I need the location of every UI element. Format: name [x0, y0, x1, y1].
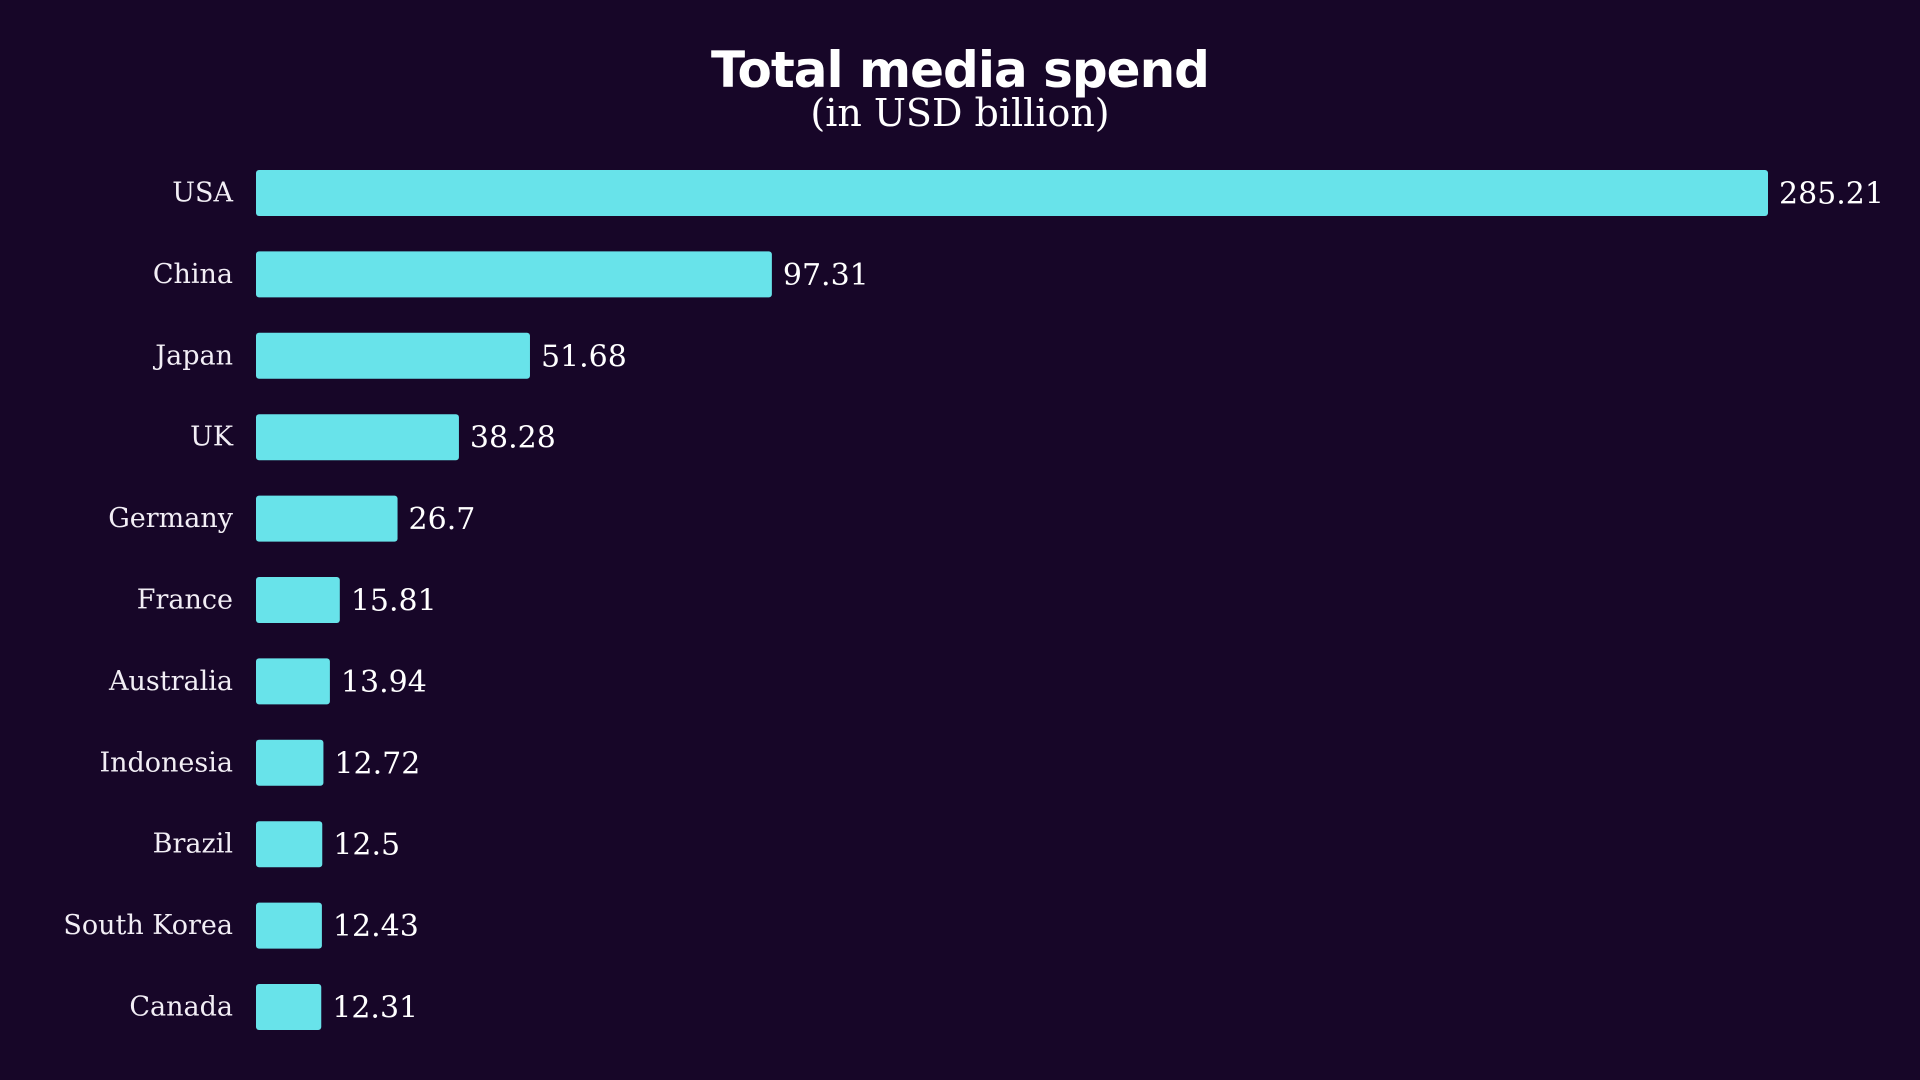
value-labels-group: 285.21 97.31 51.68 38.28 26.7 15.81 13.94 12.72… — [332, 177, 1884, 1026]
chart-title: Total media spend — [711, 41, 1210, 99]
category-label-brazil: Brazil — [153, 829, 233, 860]
value-label-germany: 26.7 — [409, 502, 476, 537]
bar-japan — [256, 332, 530, 379]
bar-canada — [256, 984, 322, 1030]
bar-france — [256, 577, 340, 623]
bar-uk — [256, 414, 459, 461]
bar-china — [256, 251, 772, 298]
value-label-indonesia: 12.72 — [334, 746, 420, 781]
category-label-indonesia: Indonesia — [99, 747, 233, 778]
value-label-japan: 51.68 — [541, 339, 627, 374]
bar-indonesia — [256, 739, 324, 786]
category-label-south-korea: South Korea — [63, 910, 233, 941]
chart-subtitle: (in USD billion) — [810, 91, 1110, 135]
bar-germany — [256, 495, 398, 542]
value-label-south-korea: 12.43 — [333, 909, 419, 944]
bar-south-korea — [256, 902, 322, 949]
category-label-australia: Australia — [108, 666, 233, 697]
value-label-brazil: 12.5 — [333, 828, 400, 863]
category-label-usa: USA — [172, 178, 233, 209]
category-label-china: China — [153, 259, 233, 290]
bar-brazil — [256, 821, 323, 868]
value-label-usa: 285.21 — [1779, 177, 1884, 212]
category-labels-group: USA China Japan UK Germany France Australia Ind… — [63, 178, 233, 1023]
category-label-france: France — [137, 585, 233, 616]
value-label-france: 15.81 — [351, 584, 437, 619]
value-label-australia: 13.94 — [341, 665, 427, 700]
category-label-canada: Canada — [129, 992, 233, 1023]
bar-australia — [256, 658, 330, 705]
value-label-canada: 12.31 — [332, 991, 418, 1026]
value-label-china: 97.31 — [783, 258, 869, 293]
category-label-germany: Germany — [108, 503, 234, 534]
category-label-uk: UK — [190, 422, 234, 453]
category-label-japan: Japan — [152, 340, 233, 371]
value-label-uk: 38.28 — [470, 421, 556, 456]
bars-group — [256, 170, 1768, 1030]
bar-usa — [256, 170, 1768, 216]
